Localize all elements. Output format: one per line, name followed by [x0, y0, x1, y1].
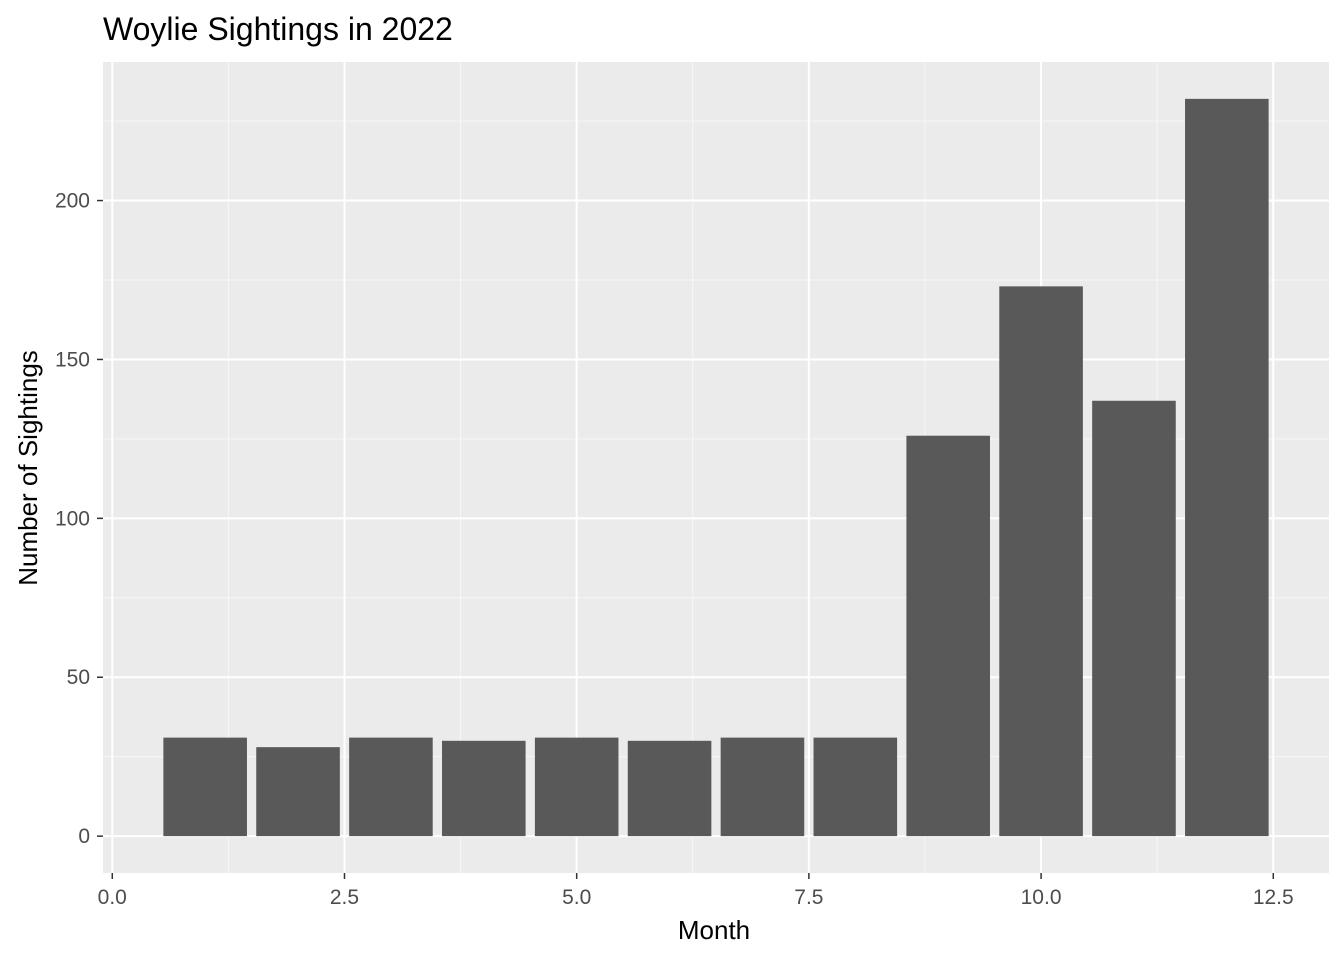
y-tick-label: 200 — [55, 190, 90, 213]
y-tick-label: 100 — [55, 507, 90, 530]
x-tick-label: 10.0 — [1021, 886, 1062, 909]
x-tick-label: 12.5 — [1253, 886, 1294, 909]
bar-month-5 — [534, 737, 619, 837]
bar-month-10 — [999, 286, 1083, 837]
bar-month-3 — [349, 737, 433, 837]
x-tick-label: 5.0 — [562, 886, 591, 909]
y-tick-label: 0 — [78, 825, 90, 848]
bars — [163, 98, 1269, 837]
bar-month-4 — [442, 740, 526, 837]
bar-month-9 — [906, 435, 990, 837]
y-axis: 0 50 100 150 200 — [55, 190, 103, 848]
x-tick-label: 7.5 — [794, 886, 823, 909]
y-tick-label: 50 — [67, 666, 90, 689]
bar-month-2 — [256, 747, 340, 837]
bar-month-7 — [720, 737, 805, 837]
bar-month-6 — [627, 740, 712, 837]
x-axis-title: Month — [678, 915, 750, 945]
x-tick-label: 0.0 — [98, 886, 127, 909]
bar-month-11 — [1092, 400, 1176, 837]
x-tick-label: 2.5 — [330, 886, 359, 909]
y-axis-title: Number of Sightings — [13, 350, 43, 586]
bar-month-12 — [1185, 98, 1269, 837]
bar-month-1 — [163, 737, 247, 837]
bar-month-8 — [813, 737, 898, 837]
x-axis: 0.0 2.5 5.0 7.5 10.0 12.5 — [98, 873, 1294, 909]
chart-title: Woylie Sightings in 2022 — [103, 11, 453, 47]
y-tick-label: 150 — [55, 348, 90, 371]
